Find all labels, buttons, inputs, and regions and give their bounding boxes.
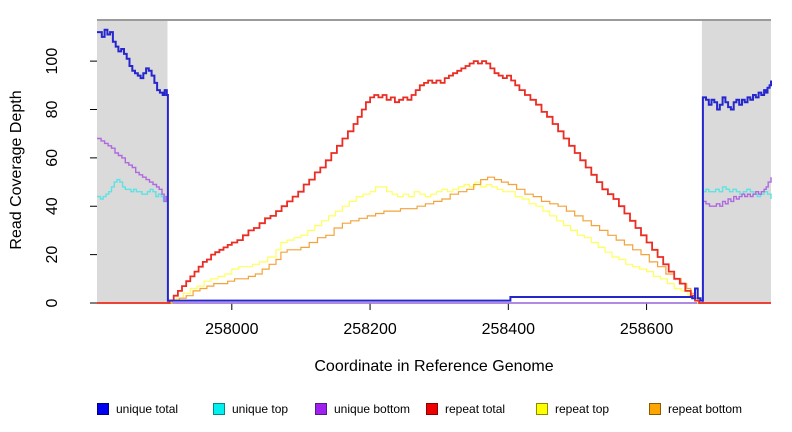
y-tick-label: 60 xyxy=(44,149,61,167)
x-tick-label: 258600 xyxy=(620,321,673,338)
x-axis-title: Coordinate in Reference Genome xyxy=(314,358,554,375)
series-line-repeat-total xyxy=(97,60,771,304)
series-line-unique-top xyxy=(97,178,772,304)
x-tick-label: 258200 xyxy=(343,321,396,338)
y-tick-label: 40 xyxy=(44,197,61,215)
series-line-unique-bottom xyxy=(97,137,772,304)
shaded-region xyxy=(701,21,771,303)
x-tick-label: 258000 xyxy=(205,321,258,338)
series-line-repeat-top xyxy=(97,181,771,304)
x-tick-label: 258400 xyxy=(482,321,535,338)
series-line-unique-total xyxy=(97,28,772,302)
y-axis-title: Read Coverage Depth xyxy=(8,90,25,250)
shaded-region xyxy=(97,21,168,303)
series-line-repeat-bottom xyxy=(97,176,771,304)
y-tick-label: 80 xyxy=(44,100,61,118)
y-tick-label: 100 xyxy=(44,48,61,75)
y-tick-label: 20 xyxy=(44,246,61,264)
y-tick-label: 0 xyxy=(44,298,61,307)
